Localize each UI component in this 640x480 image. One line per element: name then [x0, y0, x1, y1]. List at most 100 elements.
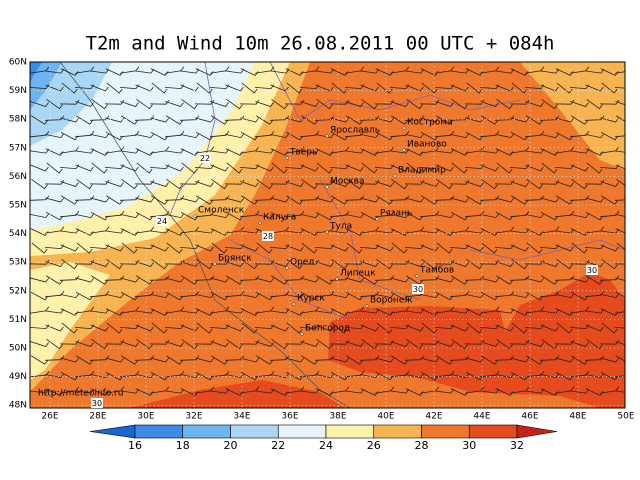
city-label: Москва — [330, 177, 364, 187]
wind-barb — [209, 195, 230, 201]
wind-barb — [45, 84, 64, 92]
wind-barb — [405, 68, 425, 74]
wind-barb — [30, 370, 50, 378]
wind-barb — [391, 242, 408, 254]
wind-barb — [526, 242, 543, 254]
wind-barb — [495, 290, 515, 298]
wind-barb — [360, 324, 379, 332]
wind-barb — [239, 339, 260, 345]
colorbar-box — [134, 424, 184, 439]
wind-barb — [121, 355, 139, 365]
wind-barb — [436, 355, 454, 365]
wind-barb — [270, 133, 290, 139]
wind-barb — [495, 133, 515, 139]
wind-barb — [225, 68, 245, 74]
wind-barb — [105, 244, 124, 252]
wind-barb — [241, 82, 258, 94]
wind-barb — [481, 115, 499, 125]
wind-barb — [300, 277, 320, 283]
wind-barb — [540, 290, 560, 298]
wind-barb — [585, 68, 605, 74]
lon-label: 46E — [521, 412, 538, 422]
contour-label-box — [156, 216, 168, 226]
wind-barb — [571, 115, 589, 125]
wind-barb — [510, 371, 529, 381]
wind-barb — [299, 259, 320, 265]
wind-barb — [345, 101, 364, 107]
wind-barb — [571, 179, 588, 190]
wind-barb — [465, 357, 485, 363]
wind-barb — [105, 228, 125, 234]
wind-barb — [225, 261, 244, 267]
city-label: Владимир — [398, 166, 446, 176]
wind-barb — [331, 195, 349, 205]
wind-barb — [120, 148, 140, 154]
wind-barb — [360, 373, 380, 379]
wind-barb — [435, 277, 455, 283]
wind-barb — [224, 179, 245, 185]
wind-barb — [194, 339, 215, 345]
wind-barb — [345, 277, 365, 283]
wind-barb — [210, 164, 229, 172]
wind-barb — [75, 277, 95, 283]
wind-barb — [480, 164, 499, 172]
wind-barb — [406, 99, 423, 110]
wind-barb — [346, 179, 363, 190]
wind-barb — [331, 259, 348, 270]
wind-barb — [615, 71, 625, 74]
wind-barb — [180, 84, 199, 92]
lon-label: 38E — [329, 412, 346, 422]
lat-label: 53N — [9, 258, 27, 268]
wind-barb — [180, 373, 200, 379]
wind-barb — [480, 341, 499, 347]
wind-barb — [46, 162, 63, 174]
wind-barb — [46, 99, 63, 110]
wind-barb — [31, 242, 48, 254]
wind-barb — [255, 213, 275, 219]
wind-barb — [496, 99, 513, 110]
wind-barb — [181, 162, 198, 174]
wind-barb — [435, 130, 455, 138]
wind-barb — [121, 242, 138, 254]
wind-barb — [135, 373, 155, 379]
wind-barb — [435, 213, 455, 219]
wind-barb — [151, 195, 169, 205]
wind-barb — [525, 101, 544, 107]
wind-barb — [150, 371, 169, 381]
wind-barb — [75, 291, 94, 301]
wind-barb — [375, 371, 394, 381]
wind-barb — [91, 99, 108, 110]
city-dot — [335, 277, 339, 281]
wind-barb — [555, 131, 574, 141]
wind-barb — [480, 388, 500, 394]
lat-label: 52N — [9, 286, 27, 296]
wind-barb — [136, 339, 153, 350]
wind-barb — [451, 162, 468, 174]
contour-label-box — [91, 398, 103, 408]
wind-barb — [585, 211, 604, 221]
colorbar-box — [230, 424, 279, 439]
wind-barb — [374, 275, 395, 281]
wind-barb — [180, 133, 200, 139]
wind-barb — [240, 293, 260, 299]
wind-barb — [435, 370, 455, 378]
wind-barb — [586, 275, 604, 285]
wind-barb — [30, 213, 50, 219]
wind-barb — [614, 326, 625, 329]
wind-barb — [389, 259, 410, 265]
wind-barb — [494, 179, 515, 185]
wind-barb — [540, 84, 559, 92]
wind-barb — [315, 133, 335, 139]
wind-barb — [540, 324, 559, 332]
wind-barb — [254, 259, 275, 265]
wind-barb — [315, 261, 334, 267]
wind-barb — [45, 211, 64, 221]
wind-barb — [329, 99, 350, 105]
wind-barb — [225, 84, 244, 92]
wind-barb — [136, 99, 153, 110]
wind-barb — [376, 195, 394, 205]
wind-barb — [496, 162, 513, 174]
wind-barb — [601, 322, 618, 334]
city-dot — [325, 134, 329, 138]
wind-barb — [525, 388, 545, 394]
